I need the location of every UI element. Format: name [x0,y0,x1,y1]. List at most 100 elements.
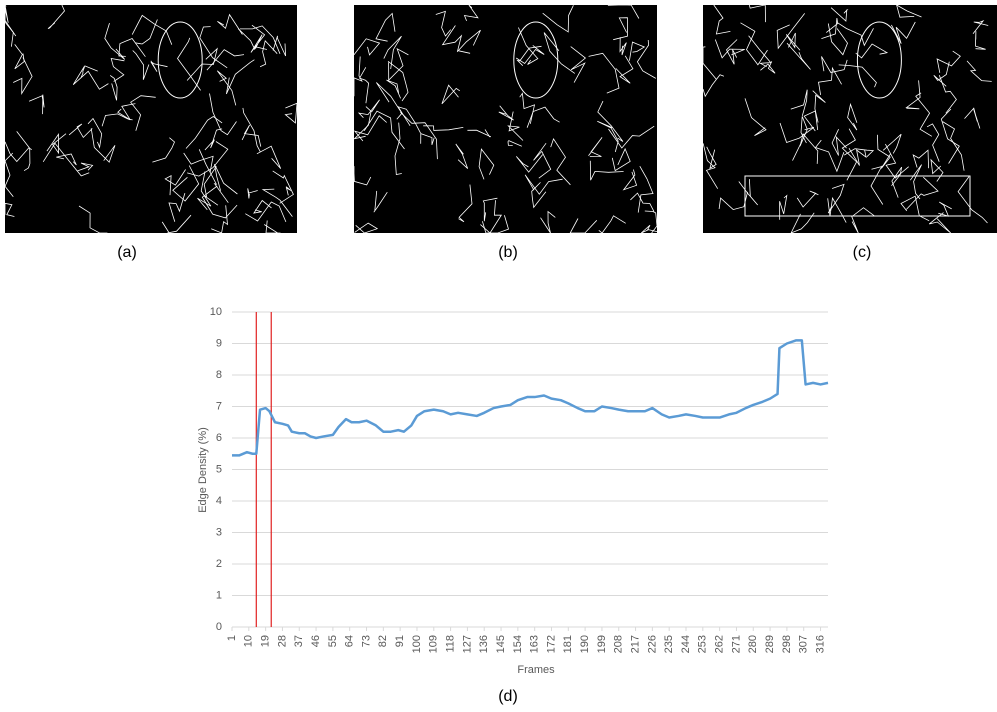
edge-stroke [4,141,32,163]
edge-stroke [353,166,372,186]
edge-stroke [744,98,767,136]
edge-stroke [588,52,620,94]
data-line [232,339,829,457]
x-tick-label: 136 [478,635,490,653]
edge-stroke [748,4,766,23]
edge-stroke [516,45,542,66]
edge-stroke [4,202,15,217]
x-tick-label: 100 [411,635,423,653]
edge-stroke [615,55,634,84]
edge-stroke [206,49,245,71]
y-tick-label: 10 [210,306,222,318]
edge-stroke [882,133,902,154]
edge-stroke [518,27,539,65]
edge-stroke [912,149,929,169]
x-tick-label: 181 [562,635,574,653]
edge-stroke [964,107,981,129]
edge-stroke [588,137,603,157]
edge-stroke [515,45,545,65]
y-tick-label: 0 [216,621,222,633]
edge-stroke [885,143,909,179]
edge-stroke [467,129,491,138]
edge-stroke [702,46,717,80]
edge-stroke [245,201,287,223]
edge-strokes [4,3,992,234]
edge-stroke [90,128,116,163]
edge-stroke [776,13,806,50]
edge-stroke [240,25,281,54]
edge-stroke [118,38,146,57]
edge-stroke [543,32,576,74]
x-tick-label: 289 [764,635,776,653]
edge-stroke [630,192,655,212]
panel-label: (a) [117,244,137,261]
edge-stroke [597,120,619,153]
y-tick-label: 8 [216,369,222,381]
x-tick-label: 154 [512,635,524,653]
edge-stroke [376,82,403,120]
edge-stroke [507,111,524,141]
x-tick-label: 244 [680,635,692,653]
edge-stroke [895,4,922,18]
edge-stroke [284,102,298,124]
x-tick-label: 145 [495,635,507,653]
x-tick-label: 253 [697,635,709,653]
edge-stroke [706,146,717,170]
edge-image-b [354,5,657,233]
edge-stroke [161,214,192,234]
edge-stroke [779,194,788,220]
edge-stroke [936,50,961,73]
edge-stroke [375,12,396,42]
edge-stroke [187,141,229,177]
edge-stroke [87,117,103,149]
edge-stroke [507,140,522,147]
x-tick-label: 190 [579,635,591,653]
edge-stroke [204,128,223,151]
edge-stroke [14,44,25,70]
edge-stroke [400,111,438,160]
edge-stroke [827,196,847,223]
x-tick-label: 235 [663,635,675,653]
edge-stroke [498,105,514,121]
edge-stroke [515,154,544,173]
edge-stroke [42,142,90,177]
panel-label: (b) [498,244,518,261]
edge-stroke [906,176,939,210]
edge-stroke [387,60,409,102]
edge-stroke [13,57,33,95]
edge-stroke [718,191,748,211]
edge-stroke [933,61,950,87]
edge-stroke [217,13,243,35]
edge-stroke [841,128,858,181]
edge-stroke [168,192,186,222]
edge-stroke [388,47,409,82]
edge-stroke [80,65,98,79]
edge-stroke [870,165,884,205]
edge-stroke [740,22,768,66]
edge-stroke [253,199,272,214]
edge-stroke [78,205,108,234]
x-tick-label: 262 [714,635,726,653]
edge-stroke [241,124,262,147]
edge-stroke [847,102,858,131]
edge-stroke [942,121,965,171]
edge-stroke [891,21,916,44]
x-tick-label: 163 [529,635,541,653]
edge-stroke [569,218,598,234]
edge-stroke [726,39,738,65]
edge-stroke [957,176,988,224]
edge-stroke [855,43,889,59]
edge-stroke [237,28,267,51]
edge-stroke [152,137,175,163]
edge-stroke [542,5,574,33]
edge-stroke [394,122,402,175]
x-tick-label: 271 [730,635,742,653]
edge-stroke [463,4,479,22]
edge-stroke [966,60,992,82]
edge-stroke [47,4,65,30]
edge-stroke [909,164,922,200]
edge-stroke [211,205,228,234]
edge-stroke [619,37,627,56]
y-axis-label: Edge Density (%) [197,427,209,513]
edge-stroke [938,75,957,114]
